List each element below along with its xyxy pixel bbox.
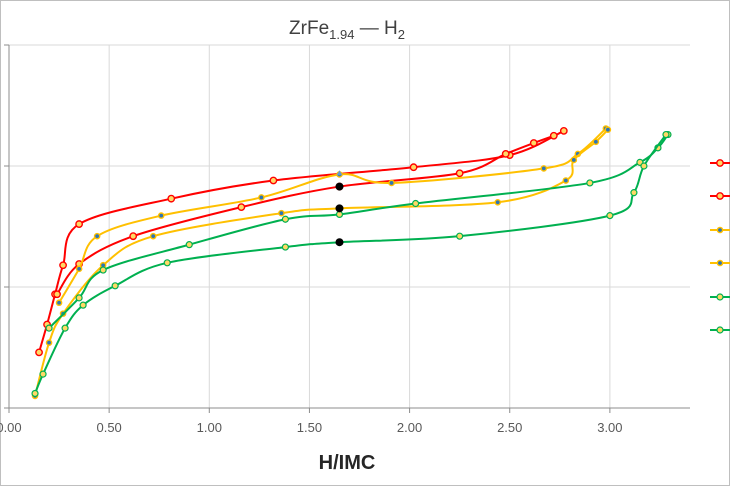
axes — [4, 44, 690, 413]
data-point — [149, 232, 157, 240]
data-point — [45, 339, 53, 346]
data-point — [55, 299, 63, 307]
title-subscript-2: 2 — [398, 27, 405, 42]
data-point — [79, 301, 87, 309]
data-point — [75, 265, 83, 273]
data-point — [494, 198, 502, 206]
legend-item — [710, 159, 730, 167]
data-point — [237, 203, 246, 212]
title-subscript: 1.94 — [329, 27, 354, 42]
legend-item — [710, 192, 730, 200]
legend-marker — [716, 159, 724, 167]
legend — [710, 159, 730, 334]
data-point — [157, 212, 165, 219]
reference-black-dot — [335, 238, 344, 247]
data-point — [45, 324, 53, 332]
data-point — [529, 139, 538, 147]
data-point — [61, 324, 69, 332]
data-point — [163, 259, 171, 267]
data-point — [53, 290, 61, 299]
x-tick-label: 1.00 — [197, 420, 222, 435]
data-point — [278, 209, 285, 217]
data-point — [640, 162, 648, 170]
data-point — [540, 165, 548, 172]
series-3 — [55, 125, 610, 307]
x-tick-label: 3.00 — [597, 420, 622, 435]
legend-marker — [716, 293, 724, 301]
data-point — [167, 194, 176, 203]
data-point — [562, 177, 570, 184]
data-point — [75, 294, 83, 302]
x-tick-label: 0.50 — [96, 420, 121, 435]
gridlines — [9, 44, 690, 408]
data-point — [456, 232, 464, 240]
data-point — [35, 348, 43, 357]
series-line — [38, 129, 565, 353]
data-point — [606, 212, 614, 220]
x-tick-label: 1.50 — [297, 420, 322, 435]
data-point — [39, 370, 47, 378]
reference-black-dot — [335, 204, 344, 213]
legend-marker — [716, 192, 724, 200]
data-point — [93, 232, 101, 240]
reference-black-dot — [335, 182, 344, 191]
data-point — [269, 176, 278, 185]
data-point — [99, 266, 107, 274]
data-point — [258, 194, 265, 201]
data-point — [111, 282, 119, 290]
legend-marker — [716, 326, 724, 334]
data-point — [570, 156, 578, 164]
legend-item — [710, 326, 730, 334]
data-point — [75, 220, 84, 228]
data-point — [281, 243, 290, 251]
legend-item — [710, 293, 730, 301]
legend-marker — [716, 259, 724, 267]
title-main: ZrFe — [289, 18, 329, 39]
data-point — [662, 130, 670, 139]
data-point — [549, 131, 558, 140]
data-point — [501, 149, 510, 158]
x-axis-label: H/IMC — [319, 452, 376, 474]
data-point — [411, 199, 420, 208]
data-point — [31, 389, 39, 398]
data-point — [185, 241, 193, 249]
data-point — [586, 179, 594, 187]
data-point — [592, 138, 600, 146]
chart-title: ZrFe1.94 — H2 — [289, 18, 405, 42]
legend-marker — [716, 226, 724, 234]
x-tick-label: 2.00 — [397, 420, 422, 435]
data-point — [281, 215, 290, 223]
data-point — [388, 179, 395, 187]
data-point — [455, 169, 464, 178]
legend-item — [710, 259, 730, 267]
data-point — [409, 163, 418, 172]
data-point — [630, 189, 638, 197]
reference-triangle — [336, 170, 343, 176]
data-point — [559, 127, 568, 135]
legend-item — [710, 226, 730, 234]
title-dash: — H — [354, 18, 397, 39]
series-line — [58, 127, 607, 304]
x-tick-label: 2.50 — [497, 420, 522, 435]
x-tick-label: 0.00 — [0, 420, 22, 435]
data-point — [129, 232, 138, 241]
data-point — [604, 126, 612, 133]
x-tick-labels: 0.00 0.50 1.00 1.50 2.00 2.50 3.00 — [0, 420, 623, 435]
data-point — [59, 261, 67, 270]
annotations — [335, 170, 344, 247]
